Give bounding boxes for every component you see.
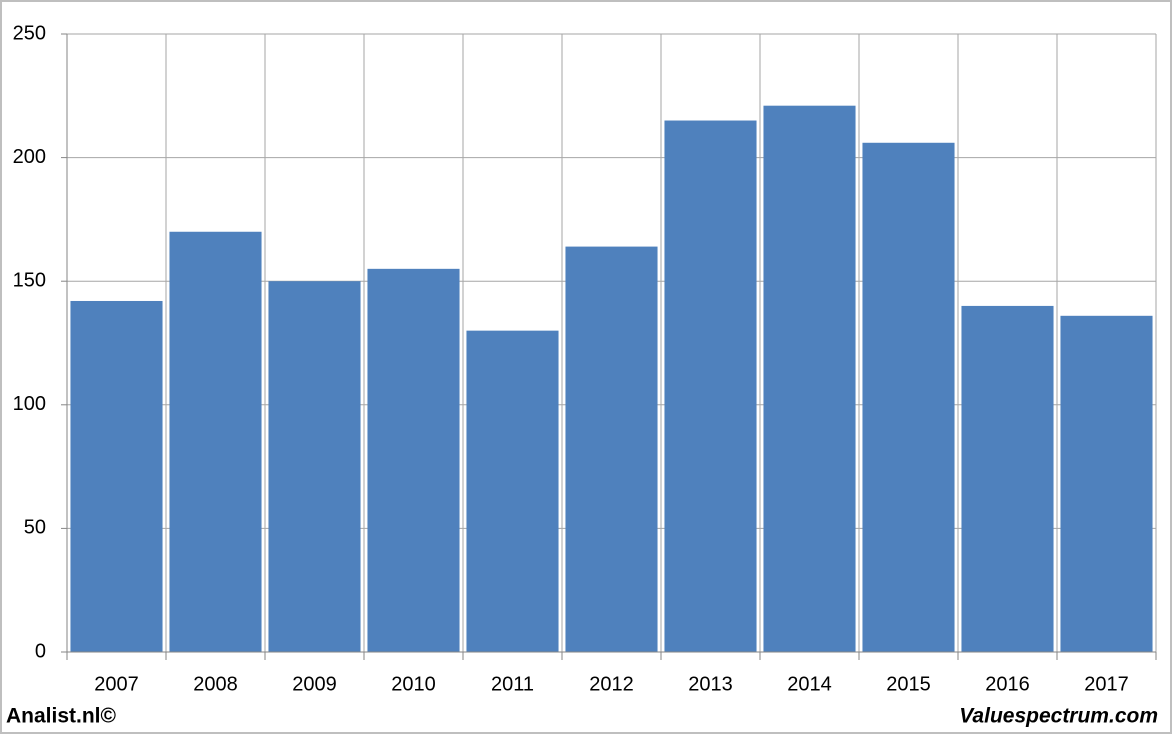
bar [466,330,559,652]
bar [961,305,1054,652]
x-tick-label: 2010 [391,673,436,695]
y-tick-label: 0 [35,640,46,662]
x-tick-label: 2009 [292,673,337,695]
bar [367,268,460,652]
bar [862,142,955,652]
x-tick-label: 2016 [985,673,1030,695]
bar [565,246,658,653]
bar [169,231,262,652]
x-tick-label: 2011 [491,673,534,695]
x-tick-label: 2012 [589,673,634,695]
x-tick-label: 2017 [1084,673,1129,695]
x-tick-label: 2015 [886,673,931,695]
source: Analist.nl© [6,705,117,728]
bar [664,120,757,652]
x-tick-label: 2008 [193,673,238,695]
bar [268,281,361,652]
y-tick-label: 200 [13,146,46,168]
x-tick-label: 2013 [688,673,733,695]
y-tick-label: 100 [13,393,46,415]
x-tick-label: 2007 [94,673,139,695]
x-tick-label: 2014 [787,673,832,695]
bar [1060,315,1153,652]
bar [70,300,163,652]
y-tick-label: 50 [24,517,46,539]
credit: Valuespectrum.com [959,705,1158,728]
y-tick-label: 150 [13,269,46,291]
y-tick-label: 250 [13,22,46,44]
bar [763,105,856,653]
